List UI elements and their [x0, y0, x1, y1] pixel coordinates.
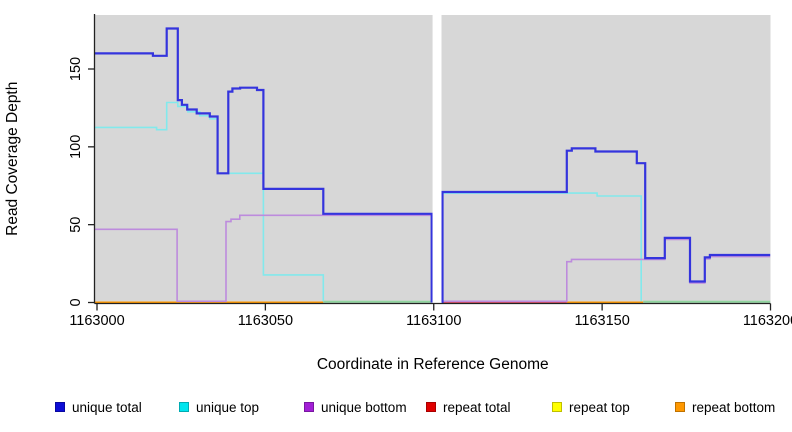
x-tick-label: 1163200 [743, 313, 792, 329]
legend-swatch-repeat-total [426, 402, 436, 412]
y-tick-label: 0 [68, 298, 84, 306]
legend-label-unique-total: unique total [72, 400, 142, 415]
legend-label-repeat-bottom: repeat bottom [692, 400, 776, 415]
legend-swatch-unique-top [179, 402, 189, 412]
series-unique-total [441, 147, 771, 304]
series-unique-bottom [441, 238, 771, 303]
series-unique-total [95, 27, 433, 303]
y-axis-title: Read Coverage Depth [4, 82, 21, 236]
x-tick-label: 1163000 [69, 313, 124, 329]
legend-label-repeat-total: repeat total [443, 400, 511, 415]
legend-swatch-repeat-top [552, 402, 562, 412]
y-tick-label: 50 [68, 217, 84, 233]
x-tick-label: 1163150 [574, 313, 629, 329]
x-tick-label: 1163050 [238, 313, 293, 329]
legend-label-unique-top: unique top [196, 400, 260, 415]
x-tick-label: 1163100 [406, 313, 461, 329]
legend: unique total unique top unique bottom re… [0, 399, 792, 421]
y-tick-label: 100 [68, 135, 84, 159]
legend-swatch-unique-total [55, 402, 65, 412]
x-axis-title: Coordinate in Reference Genome [317, 356, 549, 373]
legend-swatch-unique-bottom [304, 402, 314, 412]
legend-swatch-repeat-bottom [675, 402, 685, 412]
y-tick-label: 150 [68, 57, 84, 81]
series-unique-bottom [95, 214, 433, 303]
no-data-gap [432, 14, 442, 303]
legend-label-repeat-top: repeat top [569, 400, 630, 415]
series-group [95, 27, 771, 304]
legend-label-unique-bottom: unique bottom [321, 400, 407, 415]
